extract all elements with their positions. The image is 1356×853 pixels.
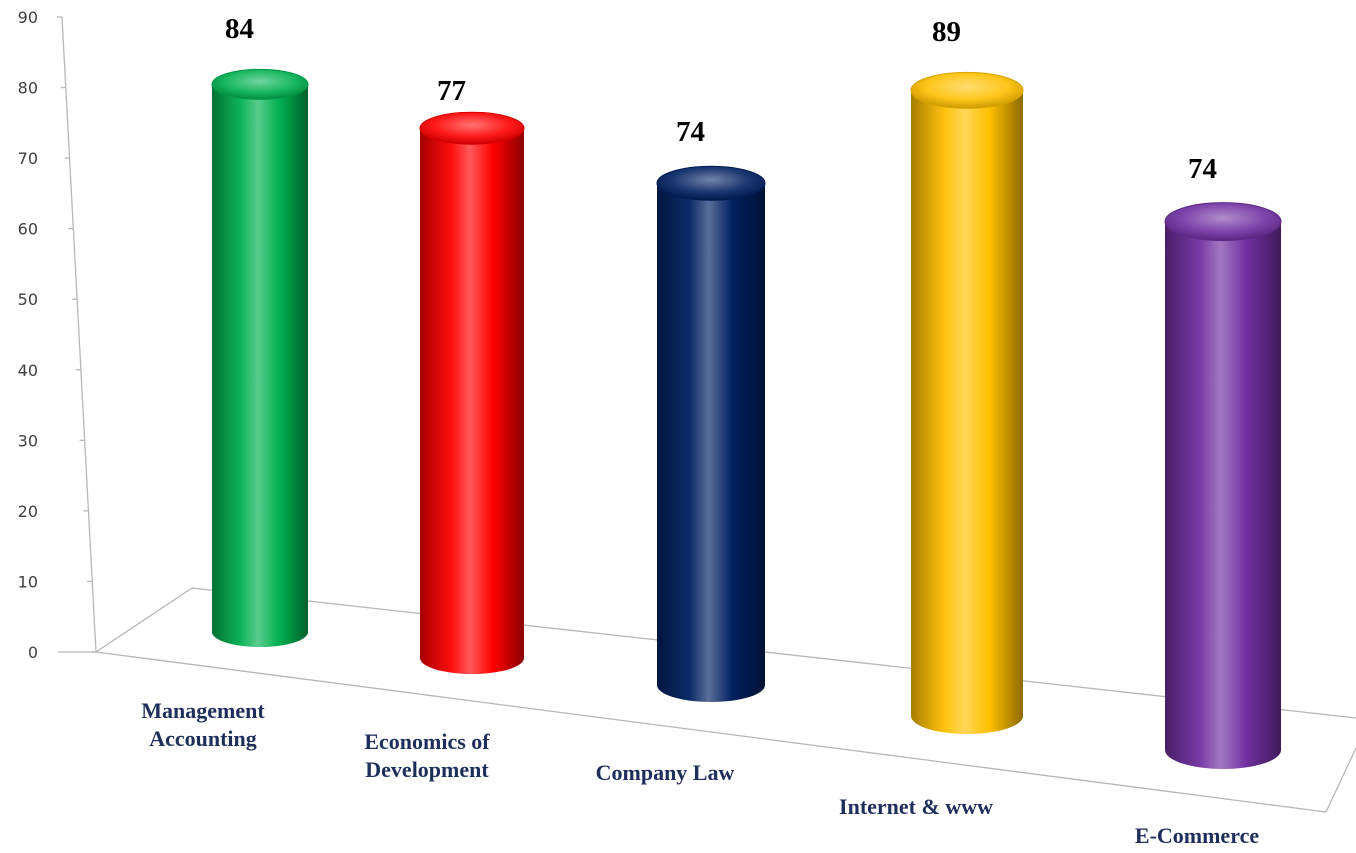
y-tick-label: 60	[18, 220, 38, 239]
bar-top	[419, 111, 525, 145]
bar-body	[420, 128, 524, 675]
bar	[1164, 202, 1282, 769]
bar	[910, 71, 1024, 734]
floor-right-edge	[1325, 747, 1356, 813]
bar	[656, 165, 766, 702]
value-label: 89	[932, 16, 961, 48]
value-label: 74	[1188, 153, 1217, 185]
category-label: E-Commerce	[1135, 823, 1259, 848]
floor-back-edge	[191, 587, 1356, 719]
bars	[211, 68, 1282, 769]
y-tick-label: 70	[18, 149, 38, 168]
bar-body	[212, 84, 308, 647]
category-label: Economics of Development	[364, 729, 490, 782]
value-label: 77	[437, 75, 466, 107]
bar-top	[910, 71, 1024, 109]
bar-top	[211, 68, 309, 100]
y-tick-label: 30	[18, 431, 38, 450]
category-label: Management Accounting	[141, 698, 265, 751]
bar-body	[657, 183, 765, 702]
chart-frame	[58, 16, 1356, 813]
y-tick-label: 50	[18, 290, 38, 309]
bar-body	[1165, 221, 1281, 769]
category-label: Internet & www	[839, 794, 993, 819]
y-axis-back-line	[61, 16, 97, 653]
category-labels: Management Accounting Economics of Developm…	[141, 698, 1259, 848]
bar	[211, 68, 309, 647]
bar-top	[1164, 202, 1282, 242]
y-tick-label: 80	[18, 79, 38, 98]
y-tick-label: 10	[18, 572, 38, 591]
floor-left-edge	[95, 587, 193, 653]
y-tick-label: 0	[28, 643, 38, 662]
value-label: 74	[676, 116, 705, 148]
y-tick-label: 20	[18, 502, 38, 521]
value-label: 84	[225, 13, 254, 45]
category-label: Company Law	[596, 760, 735, 785]
y-tick-label: 40	[18, 361, 38, 380]
y-tick-label: 90	[18, 8, 38, 27]
bar-body	[911, 90, 1023, 734]
bar-top	[656, 165, 766, 201]
y-axis: 0 10 20 30 40 50 60 70 80 90	[18, 8, 96, 662]
value-labels: 84 77 74 89 74	[225, 13, 1217, 185]
bar	[419, 111, 525, 675]
floor-front-edge	[95, 651, 1327, 813]
